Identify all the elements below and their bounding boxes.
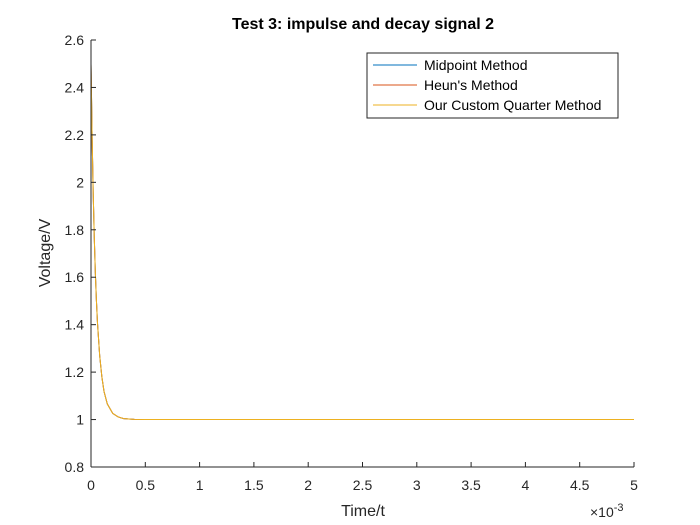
y-tick-label-5: 1.8 [65, 222, 85, 238]
y-tick-label-2: 1.2 [65, 364, 85, 380]
x-tick-label-0: 0 [87, 477, 95, 493]
y-tick-label-7: 2.2 [65, 127, 85, 143]
y-tick-label-3: 1.4 [65, 317, 85, 333]
x-tick-label-10: 5 [630, 477, 638, 493]
y-tick-label-8: 2.4 [65, 79, 85, 95]
legend-label-1: Heun's Method [424, 77, 518, 93]
legend-label-2: Our Custom Quarter Method [424, 97, 601, 113]
y-tick-label-9: 2.6 [65, 32, 85, 48]
x-tick-label-1: 0.5 [136, 477, 156, 493]
legend: Midpoint Method Heun's Method Our Custom Q… [366, 52, 619, 119]
y-tick-label-1: 1 [76, 412, 84, 428]
x-tick-label-3: 1.5 [244, 477, 264, 493]
x-tick-label-8: 4 [522, 477, 530, 493]
legend-label-0: Midpoint Method [424, 57, 528, 73]
x-axis-exponent-base: ×10 [590, 504, 614, 520]
y-tick-label-0: 0.8 [65, 459, 85, 475]
x-axis-label: Time/t [341, 503, 385, 520]
x-tick-label-7: 3.5 [461, 477, 481, 493]
y-tick-label-6: 2 [76, 174, 84, 190]
y-tick-label-4: 1.6 [65, 269, 85, 285]
series-line-2 [90, 63, 634, 421]
x-tick-label-4: 2 [304, 477, 312, 493]
x-axis-exponent: ×10-3 [590, 502, 624, 520]
x-tick-label-2: 1 [196, 477, 204, 493]
x-tick-label-6: 3 [413, 477, 421, 493]
chart-title: Test 3: impulse and decay signal 2 [232, 16, 494, 33]
y-axis-label: Voltage/V [37, 218, 54, 287]
x-tick-label-5: 2.5 [353, 477, 373, 493]
x-axis-exponent-power: -3 [614, 502, 624, 514]
x-tick-label-9: 4.5 [570, 477, 590, 493]
